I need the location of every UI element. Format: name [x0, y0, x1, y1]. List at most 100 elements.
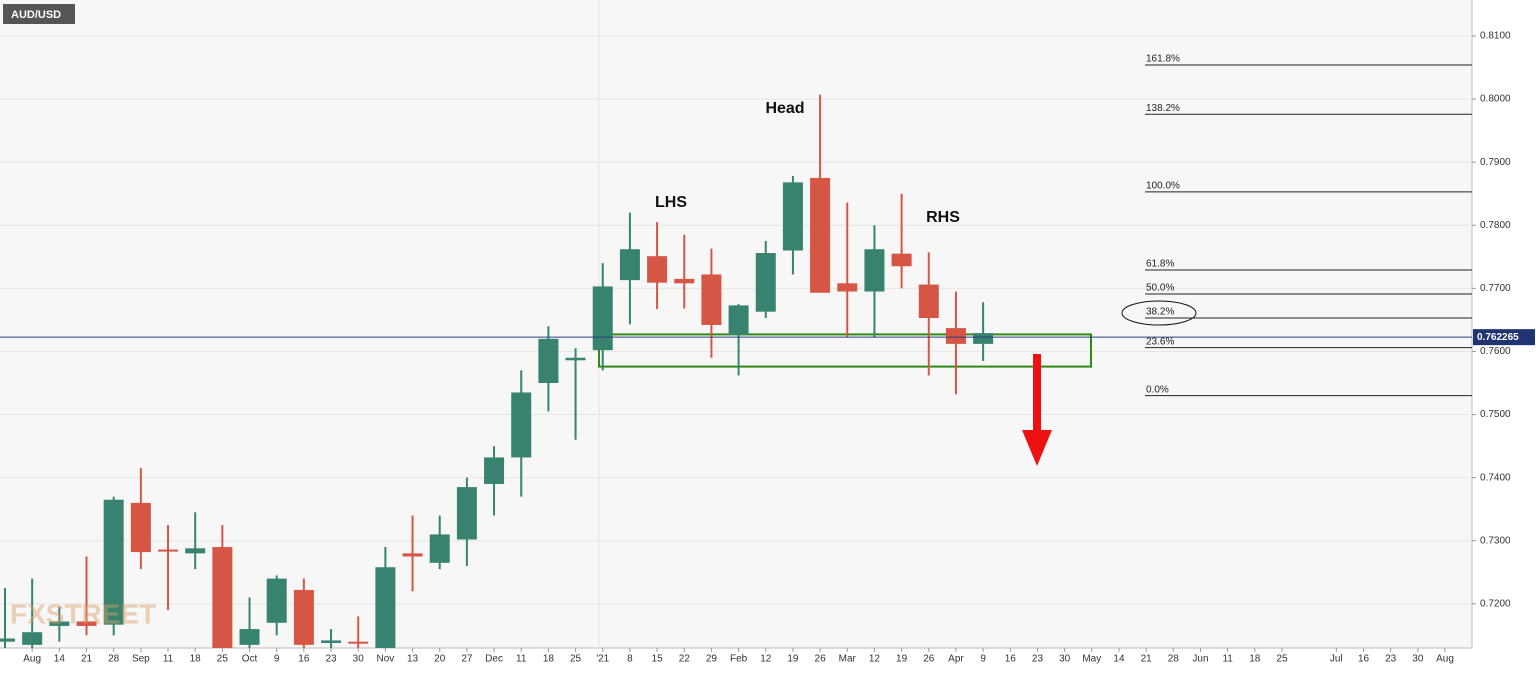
x-tick-label: 19: [896, 654, 908, 665]
support-zone: [598, 333, 1092, 368]
candle-body: [158, 549, 179, 552]
x-tick-label: 16: [298, 654, 310, 665]
x-tick-label: 11: [1222, 654, 1233, 665]
candle-body: [266, 578, 287, 623]
x-tick-label: Aug: [23, 654, 41, 665]
fib-label: 61.8%: [1146, 259, 1174, 270]
x-tick-label: Dec: [485, 654, 503, 665]
candle-body: [647, 256, 668, 283]
fib-label: 0.0%: [1146, 384, 1169, 395]
x-tick-label: 30: [1412, 654, 1424, 665]
x-tick-label: 16: [1005, 654, 1017, 665]
x-tick-label: 19: [787, 654, 799, 665]
x-tick-label: Apr: [948, 654, 964, 665]
x-tick-label: 18: [1249, 654, 1261, 665]
highlight-ellipse: [1121, 300, 1197, 326]
y-tick-label: 0.7600: [1480, 346, 1511, 357]
x-tick-label: Jul: [1330, 654, 1343, 665]
x-tick-label: 11: [163, 654, 174, 665]
y-tick-label: 0.7800: [1480, 220, 1511, 231]
x-tick-label: Sep: [132, 654, 150, 665]
candle-body: [592, 286, 613, 351]
fib-label: 138.2%: [1146, 103, 1180, 114]
candle-body: [321, 640, 342, 643]
fib-label: 38.2%: [1146, 307, 1174, 318]
x-tick-label: 9: [980, 654, 986, 665]
candle-body: [0, 638, 15, 642]
x-tick-label: 11: [516, 654, 527, 665]
candle-body: [22, 632, 43, 645]
x-tick-label: Nov: [376, 654, 394, 665]
x-tick-label: 21: [1141, 654, 1153, 665]
candle-body: [130, 502, 151, 553]
candle-body: [185, 548, 206, 554]
candle-body: [49, 621, 70, 626]
y-tick-label: 0.7700: [1480, 283, 1511, 294]
x-tick-label: 18: [543, 654, 555, 665]
x-tick-label: Feb: [730, 654, 748, 665]
y-tick-label: 0.7900: [1480, 157, 1511, 168]
x-tick-label: 26: [815, 654, 827, 665]
x-tick-label: 15: [652, 654, 664, 665]
candle-body: [429, 534, 450, 563]
x-tick-label: 29: [706, 654, 718, 665]
x-tick-label: 25: [570, 654, 582, 665]
candle-body: [619, 249, 640, 281]
candle-body: [918, 284, 939, 319]
candle-body: [674, 278, 695, 284]
x-tick-label: 27: [461, 654, 473, 665]
x-tick-label: 18: [190, 654, 202, 665]
fib-label: 161.8%: [1146, 54, 1180, 65]
x-tick-label: 23: [325, 654, 337, 665]
candle-body: [755, 253, 776, 312]
annotation: LHS: [655, 194, 687, 211]
x-tick-label: 20: [434, 654, 446, 665]
annotation: Head: [765, 100, 804, 117]
fib-label: 100.0%: [1146, 180, 1180, 191]
candle-body: [212, 547, 233, 648]
y-tick-label: 0.7400: [1480, 472, 1511, 483]
x-tick-label: 14: [54, 654, 66, 665]
last-price-box: [1473, 329, 1535, 346]
candle-body: [484, 457, 505, 484]
candle-body: [103, 499, 124, 625]
x-tick-label: 26: [923, 654, 935, 665]
candle-body: [837, 283, 858, 292]
x-tick-label: 9: [274, 654, 280, 665]
candle-body: [375, 567, 396, 648]
x-tick-label: 22: [679, 654, 691, 665]
x-tick-label: May: [1082, 654, 1101, 665]
x-tick-label: 25: [217, 654, 229, 665]
candle-body: [782, 182, 803, 251]
candle-body: [348, 641, 369, 644]
y-tick-label: 0.7500: [1480, 409, 1511, 420]
x-tick-label: 28: [108, 654, 120, 665]
candle-body: [973, 333, 994, 344]
watermark: FXSTREET: [10, 598, 156, 629]
y-tick-label: 0.7300: [1480, 535, 1511, 546]
candle-body: [701, 274, 722, 325]
x-tick-label: 30: [353, 654, 365, 665]
candle-body: [864, 249, 885, 292]
candle-body: [402, 553, 423, 557]
candle-body: [511, 392, 532, 458]
x-tick-label: 13: [407, 654, 419, 665]
arrow-shaft: [1033, 354, 1041, 430]
x-tick-label: 12: [760, 654, 772, 665]
candle-body: [810, 177, 831, 293]
candle-body: [76, 621, 97, 626]
x-tick-label: 25: [1276, 654, 1288, 665]
x-tick-label: 12: [869, 654, 881, 665]
x-tick-label: Aug: [1436, 654, 1454, 665]
x-tick-label: Oct: [242, 654, 258, 665]
candle-body: [728, 305, 749, 336]
candle-body: [456, 487, 477, 540]
x-tick-label: 21: [81, 654, 93, 665]
x-tick-label: 23: [1385, 654, 1397, 665]
x-tick-label: 28: [1168, 654, 1180, 665]
candle-body: [239, 629, 260, 645]
symbol-badge: [3, 4, 75, 24]
x-tick-label: Jun: [1192, 654, 1208, 665]
last-price-label: 0.762265: [1477, 332, 1519, 343]
